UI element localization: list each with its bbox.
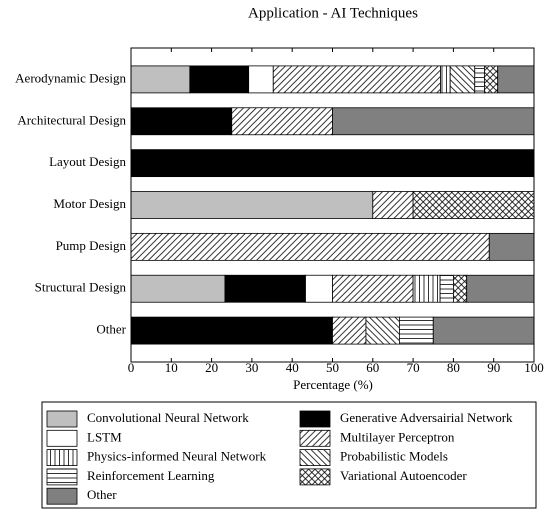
x-tick-label: 60 — [366, 360, 379, 375]
bar-segment — [130, 274, 226, 303]
legend-label: Generative Adversairial Network — [340, 410, 513, 425]
legend-label: Variational Autoencoder — [340, 468, 467, 483]
x-tick-label: 50 — [326, 360, 339, 375]
legend-label: Physics-informed Neural Network — [87, 449, 267, 464]
legend-swatch — [46, 487, 78, 505]
bar-segment — [440, 65, 451, 94]
bar-segment — [488, 232, 535, 261]
x-tick-label: 10 — [165, 360, 178, 375]
x-tick-label: 0 — [128, 360, 135, 375]
bar-segment — [372, 191, 414, 219]
legend-swatch — [299, 410, 331, 428]
bar-segment — [130, 316, 333, 345]
legend-label: Other — [87, 487, 117, 502]
x-tick-label: 90 — [487, 360, 500, 375]
chart-title: Application - AI Techniques — [248, 5, 418, 21]
legend-label: Convolutional Neural Network — [87, 410, 249, 425]
bar-segment — [130, 232, 490, 261]
legend-swatch — [299, 449, 331, 467]
bar-segment — [449, 65, 476, 94]
y-tick-label: Other — [96, 322, 126, 337]
y-tick-label: Pump Design — [56, 238, 127, 253]
bar-segment — [130, 107, 233, 136]
bar-segment — [248, 65, 274, 94]
bar-segment — [365, 316, 400, 345]
bar-segment — [224, 274, 306, 303]
legend-label: LSTM — [87, 429, 122, 444]
legend-label: Probabilistic Models — [340, 449, 448, 464]
y-tick-label: Aerodynamic Design — [15, 70, 126, 85]
legend-swatch — [46, 468, 78, 486]
x-tick-label: 40 — [286, 360, 299, 375]
bar-segment — [189, 65, 250, 94]
x-tick-label: 20 — [205, 360, 218, 375]
legend-swatch — [46, 429, 78, 447]
legend-label: Multilayer Perceptron — [340, 429, 455, 444]
x-tick-label: 80 — [447, 360, 460, 375]
bar-segment — [497, 65, 535, 94]
bar-segment — [305, 274, 333, 303]
bar-segment — [332, 107, 535, 136]
y-tick-label: Architectural Design — [17, 112, 126, 127]
bar-segment — [439, 274, 454, 303]
bar-segment — [332, 316, 367, 345]
bar-segment — [231, 107, 333, 136]
legend-swatch — [299, 468, 331, 486]
legend-swatch — [46, 449, 78, 467]
bar-segment — [466, 274, 535, 303]
x-tick-label: 30 — [245, 360, 258, 375]
y-tick-label: Motor Design — [53, 196, 126, 211]
bar-segment — [452, 274, 468, 303]
bar-segment — [432, 316, 535, 345]
bar-segment — [130, 191, 374, 219]
y-tick-label: Structural Design — [35, 280, 127, 295]
legend-swatch — [46, 410, 78, 428]
bar-segment — [474, 65, 485, 94]
bar-segment — [398, 316, 434, 345]
y-tick-label: Layout Design — [49, 154, 126, 169]
x-tick-label: 70 — [407, 360, 420, 375]
bar-segment — [272, 65, 441, 94]
x-tick-label: 100 — [524, 360, 544, 375]
bar-segment — [484, 65, 499, 94]
legend-swatch — [299, 429, 331, 447]
bar-segment — [130, 149, 535, 178]
bar-segment — [332, 274, 414, 303]
x-axis-label: Percentage (%) — [293, 377, 373, 392]
bar-segment — [412, 191, 535, 219]
bar-segment — [130, 65, 191, 94]
legend-box — [41, 401, 537, 509]
bar-segment — [412, 274, 441, 303]
legend-label: Reinforcement Learning — [87, 468, 215, 483]
